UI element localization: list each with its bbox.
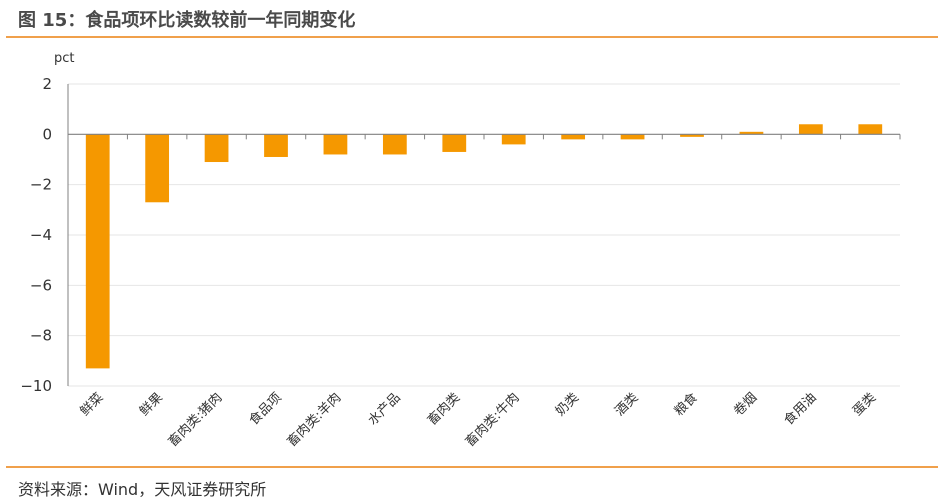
bar — [145, 134, 170, 203]
bar — [798, 124, 823, 135]
bars — [85, 124, 883, 369]
bar — [442, 134, 467, 152]
x-tick-label: 酒类 — [612, 390, 641, 419]
x-axis — [67, 84, 901, 386]
bar — [739, 131, 764, 135]
bar — [620, 134, 645, 140]
bar — [204, 134, 229, 163]
x-tick-label: 鲜果 — [137, 390, 166, 419]
x-tick-label: 卷烟 — [731, 390, 761, 420]
x-tick-label: 水产品 — [365, 390, 403, 428]
bar — [501, 134, 526, 145]
x-tick-label: 畜肉类:羊肉 — [284, 390, 344, 450]
y-tick-label: −2 — [30, 176, 52, 194]
y-tick-label: −4 — [30, 226, 52, 244]
bar — [85, 134, 110, 369]
bar-chart: pct 2 0 −2 −4 −6 −8 −10 鲜菜 鲜果 畜肉类:猪肉 食品项 畜肉类:羊肉 水产品… — [20, 51, 901, 450]
source-note: 资料来源：Wind，天风证券研究所 — [18, 480, 267, 499]
y-tick-label: 0 — [42, 125, 52, 143]
x-tick-label: 畜肉类 — [424, 390, 463, 429]
bar — [382, 134, 407, 155]
y-tick-label: −6 — [30, 276, 52, 294]
bar — [680, 134, 704, 137]
y-axis-label: pct — [54, 51, 75, 66]
x-tick-label: 畜肉类:猪肉 — [165, 390, 225, 450]
y-tick-label: 2 — [42, 75, 52, 93]
title-divider — [6, 36, 938, 38]
y-tick-label: −8 — [30, 327, 52, 345]
bar — [858, 124, 883, 135]
x-tick-label: 蛋类 — [850, 390, 879, 419]
gridlines — [68, 83, 900, 387]
page-title: 图 15：食品项环比读数较前一年同期变化 — [18, 10, 356, 31]
x-tick-label: 粮食 — [671, 390, 701, 420]
x-axis-labels: 鲜菜 鲜果 畜肉类:猪肉 食品项 畜肉类:羊肉 水产品 畜肉类 畜肉类:牛肉 奶类 酒类 粮食 卷烟食… — [78, 390, 880, 450]
x-tick-label: 食品项 — [246, 390, 285, 429]
y-tick-label: −10 — [20, 377, 52, 395]
x-tick-label: 食用油 — [781, 390, 820, 429]
footer-divider — [6, 466, 938, 468]
bar — [323, 134, 348, 155]
bar — [561, 134, 586, 140]
x-tick-label: 奶类 — [553, 390, 582, 419]
y-axis-ticks: 2 0 −2 −4 −6 −8 −10 — [20, 75, 52, 395]
x-tick-label: 畜肉类:牛肉 — [462, 390, 522, 450]
x-tick-label: 鲜菜 — [78, 390, 107, 419]
bar — [264, 134, 288, 157]
